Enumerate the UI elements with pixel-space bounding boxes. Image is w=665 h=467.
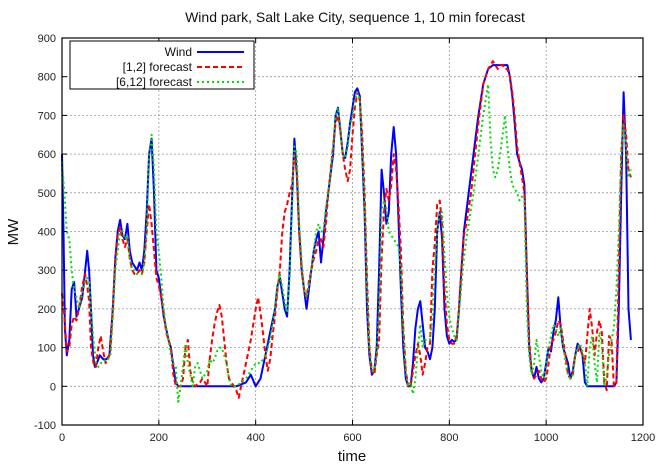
chart-title: Wind park, Salt Lake City, sequence 1, 1… xyxy=(185,9,525,25)
y-tick-label: 200 xyxy=(38,304,56,316)
plot-frame xyxy=(61,37,644,426)
y-tick-label: 100 xyxy=(38,343,56,355)
y-tick-label: 600 xyxy=(38,149,56,161)
legend-label: [1,2] forecast xyxy=(123,60,193,74)
y-tick-label: 900 xyxy=(38,33,56,45)
legend-label: Wind xyxy=(165,45,192,59)
series-line xyxy=(61,83,632,403)
y-tick-label: 400 xyxy=(38,227,56,239)
x-tick-label: 800 xyxy=(440,432,458,444)
y-tick-label: 500 xyxy=(38,188,56,200)
x-tick-label: 1200 xyxy=(631,432,655,444)
series-line xyxy=(61,64,632,388)
x-tick-label: 200 xyxy=(150,432,168,444)
y-tick-label: 800 xyxy=(38,72,56,84)
grid-lines xyxy=(62,38,643,425)
y-tick-label: 300 xyxy=(38,265,56,277)
x-tick-label: 1000 xyxy=(534,432,558,444)
series-line xyxy=(61,60,632,399)
legend-label: [6,12] forecast xyxy=(116,75,193,89)
x-axis-label: time xyxy=(338,448,366,465)
y-tick-label: -100 xyxy=(34,420,56,432)
y-tick-label: 0 xyxy=(50,381,56,393)
y-axis-label: MW xyxy=(5,218,22,245)
data-series xyxy=(61,60,632,403)
y-tick-label: 700 xyxy=(38,110,56,122)
x-tick-label: 0 xyxy=(59,432,65,444)
x-tick-label: 600 xyxy=(343,432,361,444)
legend: Wind[1,2] forecast[6,12] forecast xyxy=(69,40,255,90)
x-tick-label: 400 xyxy=(246,432,264,444)
